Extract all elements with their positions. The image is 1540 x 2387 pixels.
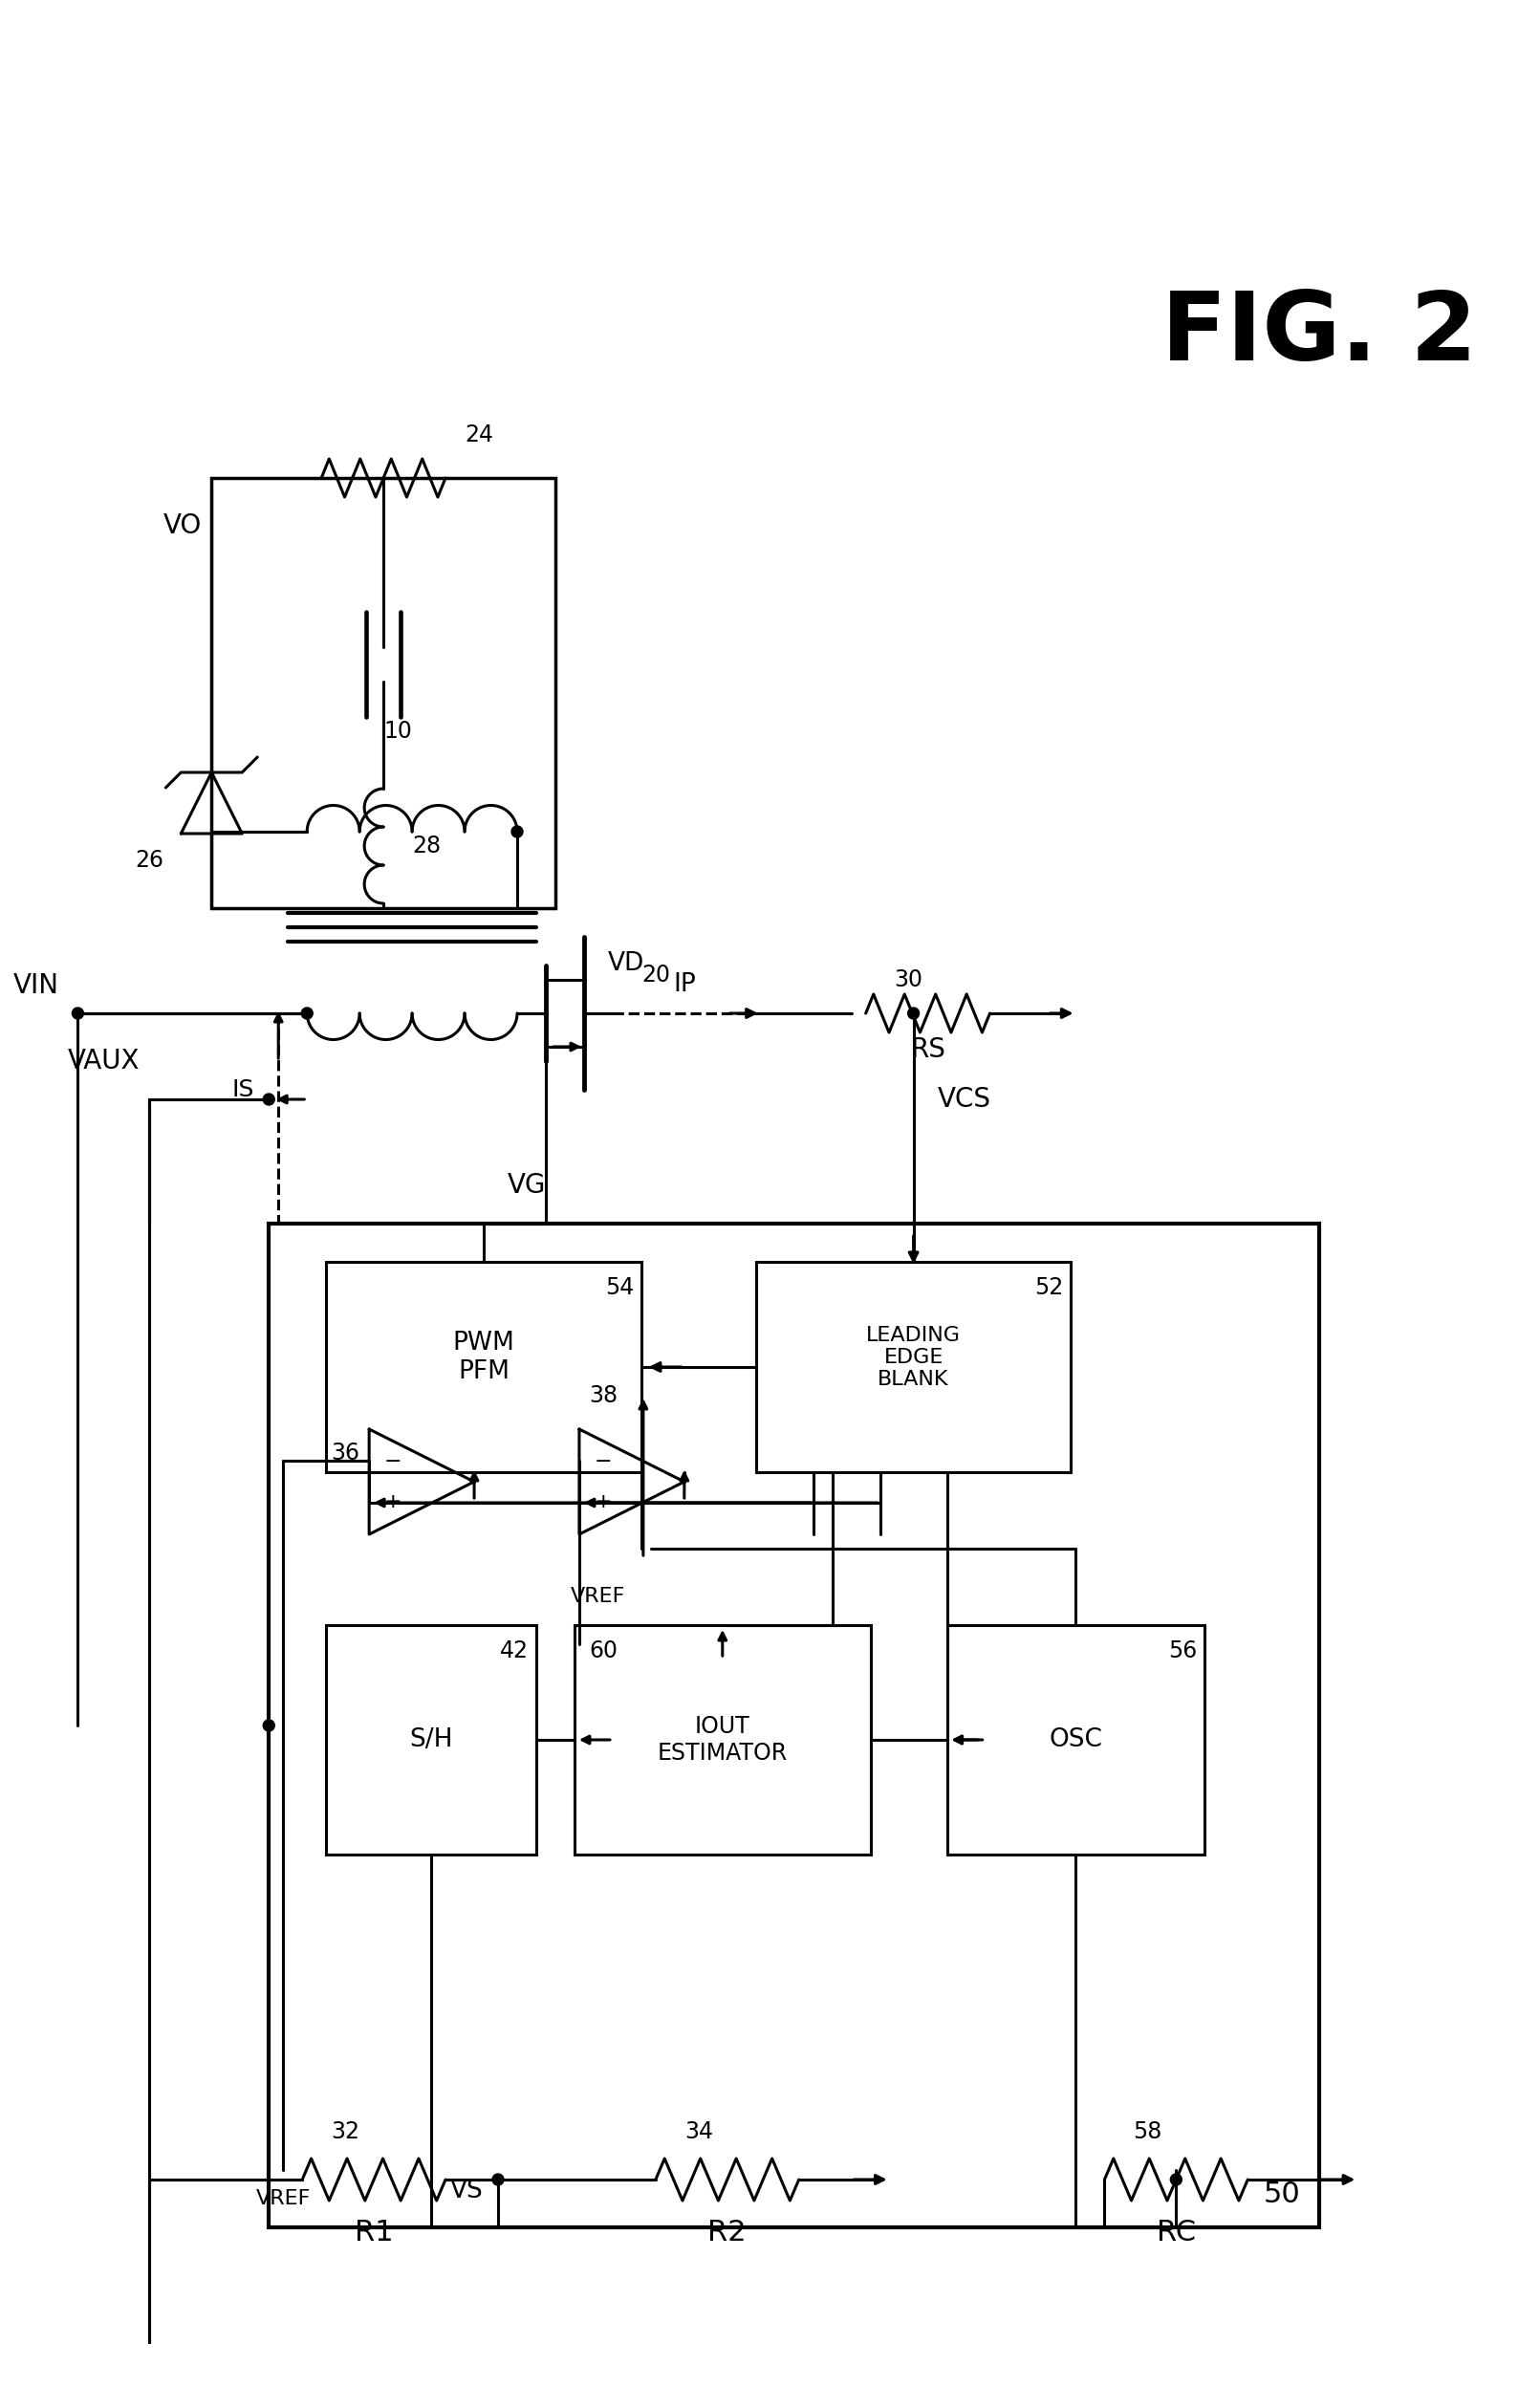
Text: 28: 28 — [413, 835, 440, 857]
Bar — [947, 1626, 1204, 1855]
Circle shape — [263, 1093, 274, 1105]
Bar — [756, 1263, 1072, 1473]
Text: 58: 58 — [1133, 2120, 1163, 2144]
Text: 54: 54 — [605, 1277, 633, 1299]
Text: RS: RS — [910, 1036, 946, 1062]
Text: IOUT
ESTIMATOR: IOUT ESTIMATOR — [658, 1716, 787, 1764]
Text: VD: VD — [608, 950, 644, 976]
Text: OSC: OSC — [1049, 1728, 1103, 1752]
Text: 20: 20 — [641, 964, 670, 986]
Circle shape — [1170, 2175, 1181, 2184]
Text: +: + — [594, 1492, 611, 1511]
Bar — [326, 1626, 536, 1855]
Text: 32: 32 — [331, 2120, 359, 2144]
Circle shape — [72, 1007, 83, 1019]
Text: VG: VG — [508, 1172, 547, 1198]
Bar — [211, 477, 556, 907]
Circle shape — [493, 2175, 504, 2184]
Circle shape — [907, 1007, 919, 1019]
Text: RC: RC — [1157, 2218, 1195, 2246]
Text: 50: 50 — [1263, 2179, 1300, 2208]
Text: −: − — [594, 1451, 611, 1470]
Text: −: − — [383, 1451, 402, 1470]
Text: VIN: VIN — [12, 972, 59, 1000]
Text: 24: 24 — [465, 422, 493, 446]
Text: 38: 38 — [588, 1384, 618, 1408]
Text: 26: 26 — [136, 850, 163, 871]
Text: VO: VO — [163, 513, 202, 539]
Text: 52: 52 — [1035, 1277, 1064, 1299]
Text: LEADING
EDGE
BLANK: LEADING EDGE BLANK — [865, 1325, 961, 1389]
Bar — [269, 1225, 1320, 2227]
Text: VAUX: VAUX — [68, 1048, 140, 1074]
Text: 56: 56 — [1169, 1640, 1197, 1661]
Text: VREF: VREF — [571, 1587, 625, 1606]
Text: R2: R2 — [708, 2218, 747, 2246]
Text: 30: 30 — [895, 969, 922, 991]
Text: IS: IS — [233, 1079, 254, 1100]
Circle shape — [263, 1719, 274, 1731]
Text: 36: 36 — [331, 1442, 359, 1466]
Text: 10: 10 — [383, 721, 413, 742]
Bar — [326, 1263, 641, 1473]
Text: PWM
PFM: PWM PFM — [453, 1330, 514, 1384]
Text: 60: 60 — [588, 1640, 618, 1661]
Circle shape — [511, 826, 524, 838]
Text: VCS: VCS — [938, 1086, 990, 1112]
Text: S/H: S/H — [410, 1728, 453, 1752]
Text: VS: VS — [450, 2179, 484, 2203]
Text: R1: R1 — [354, 2218, 393, 2246]
Circle shape — [302, 1007, 313, 1019]
Text: FIG. 2: FIG. 2 — [1161, 289, 1477, 382]
Text: VREF: VREF — [256, 2189, 311, 2208]
Text: 34: 34 — [684, 2120, 713, 2144]
Bar — [574, 1626, 870, 1855]
Text: IP: IP — [673, 972, 696, 998]
Text: 42: 42 — [501, 1640, 528, 1661]
Text: +: + — [383, 1492, 402, 1511]
